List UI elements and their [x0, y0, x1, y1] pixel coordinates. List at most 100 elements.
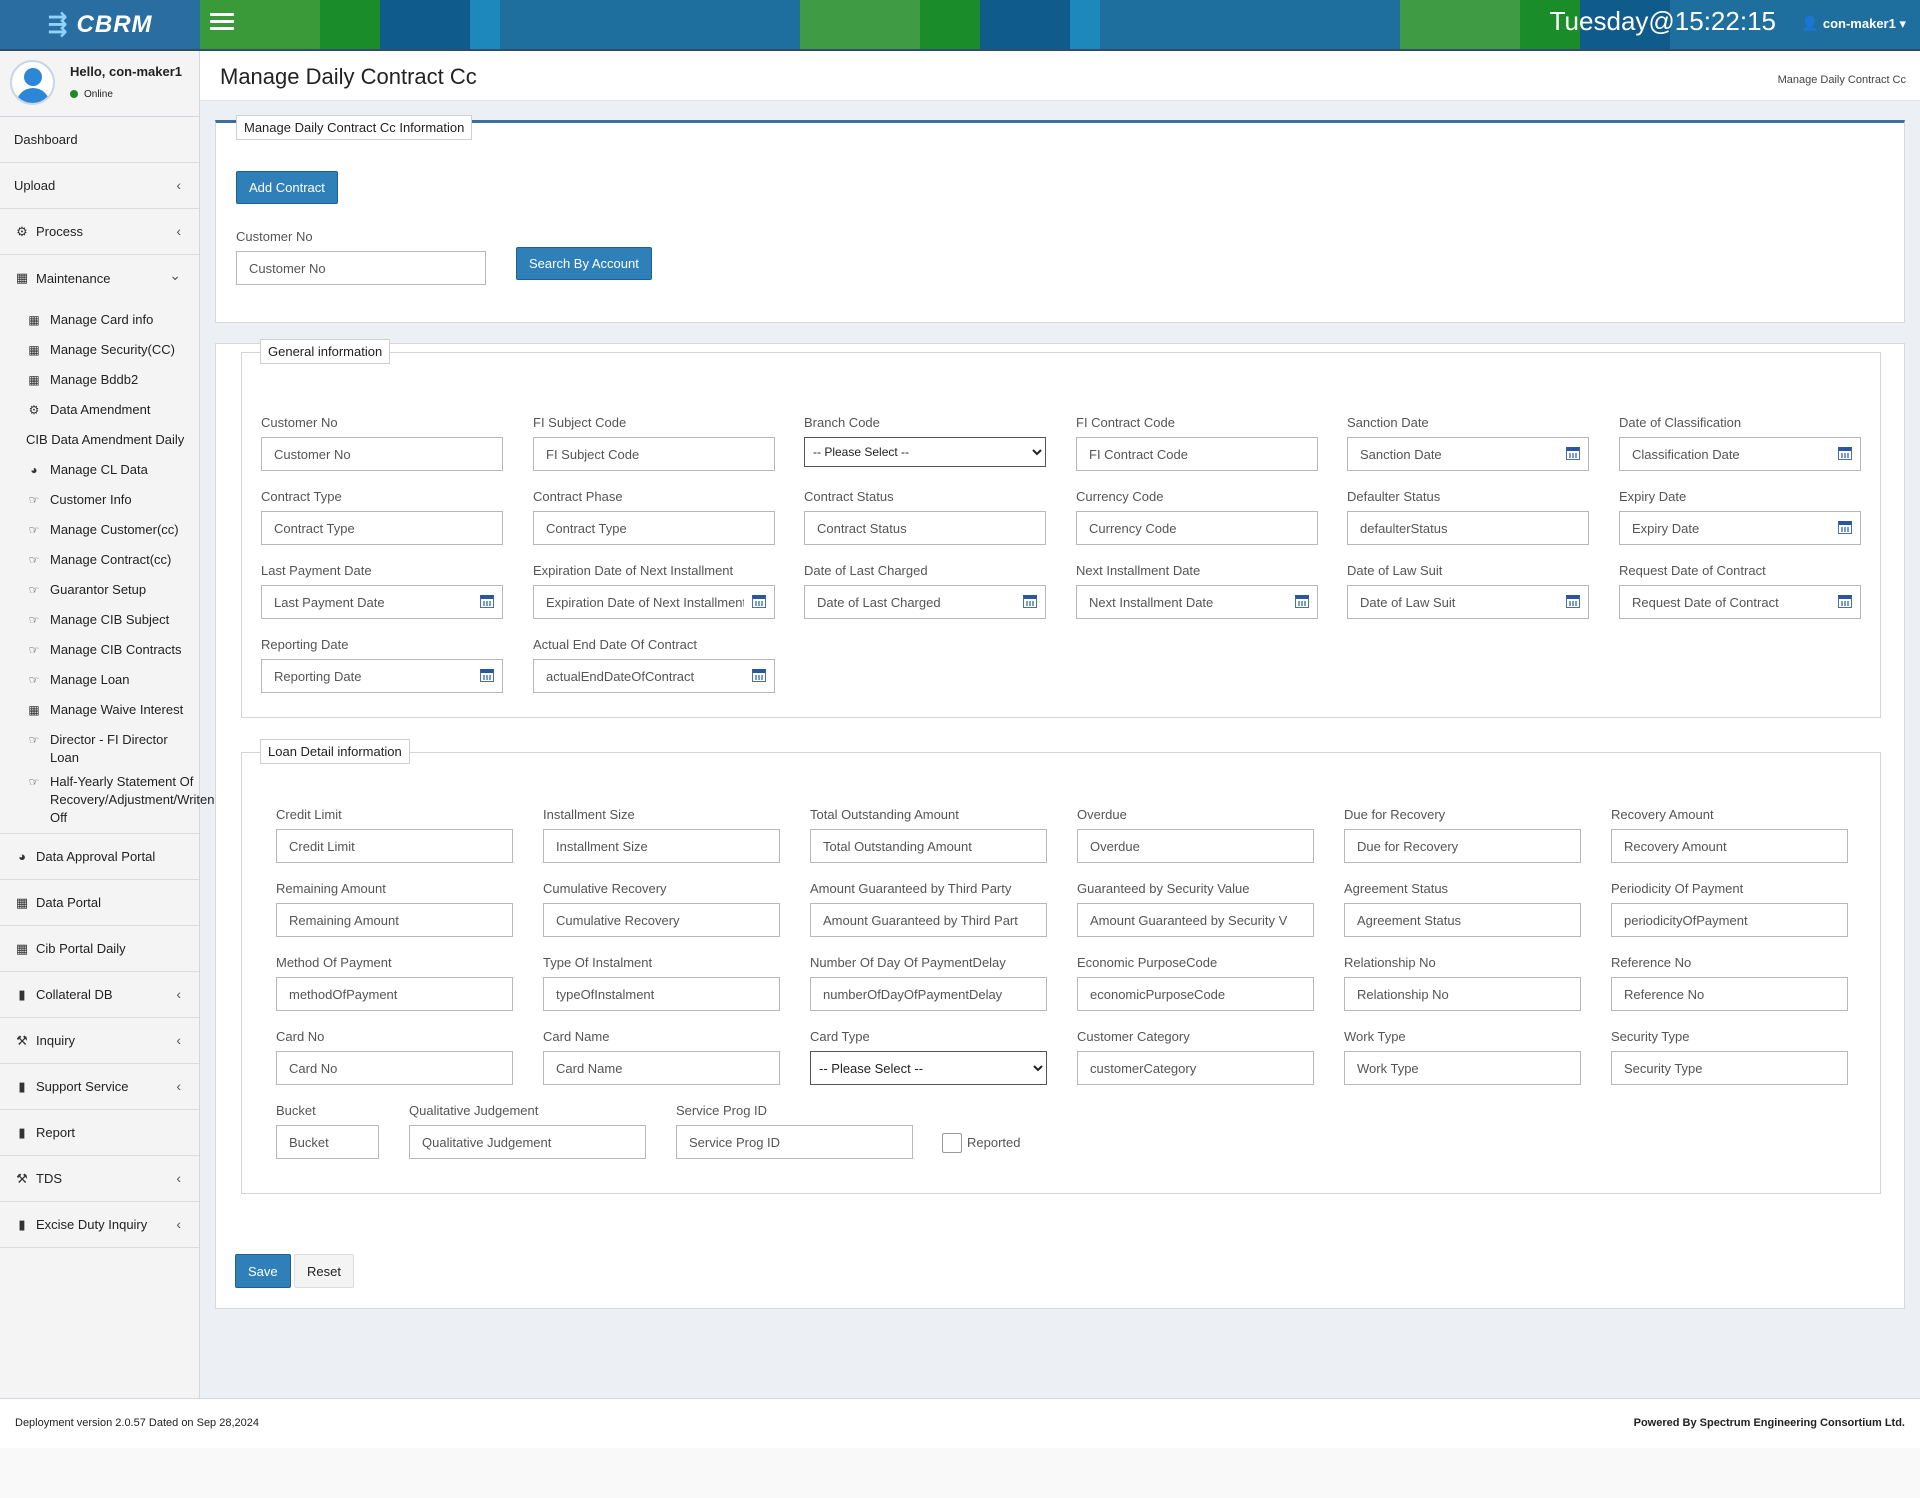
- guaranteed-security-value-input[interactable]: [1077, 903, 1314, 937]
- add-contract-button[interactable]: Add Contract: [236, 171, 338, 204]
- expiration-next-installment-input[interactable]: [533, 585, 775, 619]
- economic-purpose-code-input[interactable]: [1077, 977, 1314, 1011]
- calendar-icon[interactable]: [752, 669, 766, 682]
- reported-checkbox[interactable]: [942, 1133, 962, 1153]
- service-prog-id-input[interactable]: [676, 1125, 913, 1159]
- customer-no-search-input[interactable]: [236, 251, 486, 285]
- calendar-icon[interactable]: [1566, 595, 1580, 608]
- sidebar-subitem-cib-data-amendment-daily[interactable]: CIB Data Amendment Daily: [0, 425, 199, 455]
- security-type-input[interactable]: [1611, 1051, 1848, 1085]
- bucket-input[interactable]: [276, 1125, 379, 1159]
- sidebar-item-label: Dashboard: [14, 132, 78, 147]
- sidebar-subitem-director-fi-director-loan[interactable]: ☞ Director - FI Director Loan: [0, 725, 199, 767]
- user-menu-dropdown[interactable]: 👤 con-maker1 ▾: [1801, 15, 1906, 32]
- date-law-suit-input[interactable]: [1347, 585, 1589, 619]
- currency-code-input[interactable]: [1076, 511, 1318, 545]
- last-payment-date-input[interactable]: [261, 585, 503, 619]
- contract-phase-input[interactable]: [533, 511, 775, 545]
- date-last-charged-input[interactable]: [804, 585, 1046, 619]
- sidebar-subitem-data-amendment[interactable]: ⚙ Data Amendment: [0, 395, 199, 425]
- calendar-icon[interactable]: [1023, 595, 1037, 608]
- save-button[interactable]: Save: [235, 1254, 291, 1288]
- defaulter-status-input[interactable]: [1347, 511, 1589, 545]
- field-label: Due for Recovery: [1344, 807, 1446, 822]
- days-payment-delay-input[interactable]: [810, 977, 1047, 1011]
- card-name-input[interactable]: [543, 1051, 780, 1085]
- request-date-contract-input[interactable]: [1619, 585, 1861, 619]
- work-type-input[interactable]: [1344, 1051, 1581, 1085]
- sidebar-item-collateral-db[interactable]: ▮ Collateral DB ‹: [0, 972, 199, 1018]
- breadcrumb[interactable]: Manage Daily Contract Cc: [1777, 74, 1906, 86]
- calendar-icon[interactable]: [752, 595, 766, 608]
- contract-status-input[interactable]: [804, 511, 1046, 545]
- sidebar-item-maintenance[interactable]: ▦ Maintenance ⌄: [0, 255, 199, 301]
- sidebar-item-data-portal[interactable]: ▦ Data Portal: [0, 880, 199, 926]
- card-type-select[interactable]: -- Please Select --: [810, 1051, 1047, 1085]
- card-no-input[interactable]: [276, 1051, 513, 1085]
- sidebar-item-excise-duty-inquiry[interactable]: ▮ Excise Duty Inquiry ‹: [0, 1202, 199, 1248]
- total-outstanding-input[interactable]: [810, 829, 1047, 863]
- sanction-date-input[interactable]: [1347, 437, 1589, 471]
- customer-category-input[interactable]: [1077, 1051, 1314, 1085]
- type-instalment-input[interactable]: [543, 977, 780, 1011]
- fi-subject-code-input[interactable]: [533, 437, 775, 471]
- sidebar-subitem-guarantor-setup[interactable]: ☞ Guarantor Setup: [0, 575, 199, 605]
- next-installment-date-input[interactable]: [1076, 585, 1318, 619]
- sidebar-subitem-manage-security-cc[interactable]: ▦ Manage Security(CC): [0, 335, 199, 365]
- actual-end-date-input[interactable]: [533, 659, 775, 693]
- sidebar-subitem-manage-card-info[interactable]: ▦ Manage Card info: [0, 305, 199, 335]
- contract-type-input[interactable]: [261, 511, 503, 545]
- calendar-icon[interactable]: [480, 595, 494, 608]
- cumulative-recovery-input[interactable]: [543, 903, 780, 937]
- sidebar-toggle-button[interactable]: [210, 13, 234, 35]
- sidebar-subitem-customer-info[interactable]: ☞ Customer Info: [0, 485, 199, 515]
- sidebar-subitem-manage-cib-contracts[interactable]: ☞ Manage CIB Contracts: [0, 635, 199, 665]
- calendar-icon[interactable]: [480, 669, 494, 682]
- expiry-date-input[interactable]: [1619, 511, 1861, 545]
- sidebar-item-upload[interactable]: Upload ‹: [0, 163, 199, 209]
- amount-guaranteed-third-party-input[interactable]: [810, 903, 1047, 937]
- due-for-recovery-input[interactable]: [1344, 829, 1581, 863]
- periodicity-payment-input[interactable]: [1611, 903, 1848, 937]
- agreement-status-input[interactable]: [1344, 903, 1581, 937]
- credit-limit-input[interactable]: [276, 829, 513, 863]
- sidebar-item-dashboard[interactable]: Dashboard: [0, 117, 199, 163]
- classification-date-input[interactable]: [1619, 437, 1861, 471]
- sidebar-item-support-service[interactable]: ▮ Support Service ‹: [0, 1064, 199, 1110]
- method-payment-input[interactable]: [276, 977, 513, 1011]
- sidebar-item-inquiry[interactable]: ⚒ Inquiry ‹: [0, 1018, 199, 1064]
- calendar-icon[interactable]: [1838, 521, 1852, 534]
- overdue-input[interactable]: [1077, 829, 1314, 863]
- reference-no-input[interactable]: [1611, 977, 1848, 1011]
- sidebar-subitem-manage-bddb2[interactable]: ▦ Manage Bddb2: [0, 365, 199, 395]
- field-label: Overdue: [1077, 807, 1127, 822]
- sidebar-item-report[interactable]: ▮ Report: [0, 1110, 199, 1156]
- sidebar-subitem-manage-cib-subject[interactable]: ☞ Manage CIB Subject: [0, 605, 199, 635]
- sidebar-subitem-manage-cl-data[interactable]: ◕ Manage CL Data: [0, 455, 199, 485]
- remaining-amount-input[interactable]: [276, 903, 513, 937]
- sidebar-item-process[interactable]: ⚙ Process ‹: [0, 209, 199, 255]
- fi-contract-code-input[interactable]: [1076, 437, 1318, 471]
- qualitative-judgement-input[interactable]: [409, 1125, 646, 1159]
- branch-code-select[interactable]: -- Please Select --: [804, 437, 1046, 467]
- sidebar-item-data-approval-portal[interactable]: ◕ Data Approval Portal: [0, 834, 199, 880]
- reset-button[interactable]: Reset: [294, 1254, 354, 1288]
- calendar-icon[interactable]: [1838, 447, 1852, 460]
- recovery-amount-input[interactable]: [1611, 829, 1848, 863]
- calendar-icon[interactable]: [1838, 595, 1852, 608]
- relationship-no-input[interactable]: [1344, 977, 1581, 1011]
- sidebar-item-tds[interactable]: ⚒ TDS ‹: [0, 1156, 199, 1202]
- sidebar-subitem-manage-loan[interactable]: ☞ Manage Loan: [0, 665, 199, 695]
- search-by-account-button[interactable]: Search By Account: [516, 247, 652, 280]
- sidebar-subitem-manage-contract-cc[interactable]: ☞ Manage Contract(cc): [0, 545, 199, 575]
- sidebar-item-cib-portal-daily[interactable]: ▦ Cib Portal Daily: [0, 926, 199, 972]
- installment-size-input[interactable]: [543, 829, 780, 863]
- reporting-date-input[interactable]: [261, 659, 503, 693]
- sidebar-subitem-half-yearly-statement[interactable]: ☞ Half-Yearly Statement Of Recovery/Adjus…: [0, 767, 215, 827]
- calendar-icon[interactable]: [1566, 447, 1580, 460]
- app-logo[interactable]: ⇶ CBRM: [0, 0, 200, 49]
- sidebar-subitem-manage-waive-interest[interactable]: ▦ Manage Waive Interest: [0, 695, 199, 725]
- calendar-icon[interactable]: [1295, 595, 1309, 608]
- customer-no-input[interactable]: [261, 437, 503, 471]
- sidebar-subitem-manage-customer-cc[interactable]: ☞ Manage Customer(cc): [0, 515, 199, 545]
